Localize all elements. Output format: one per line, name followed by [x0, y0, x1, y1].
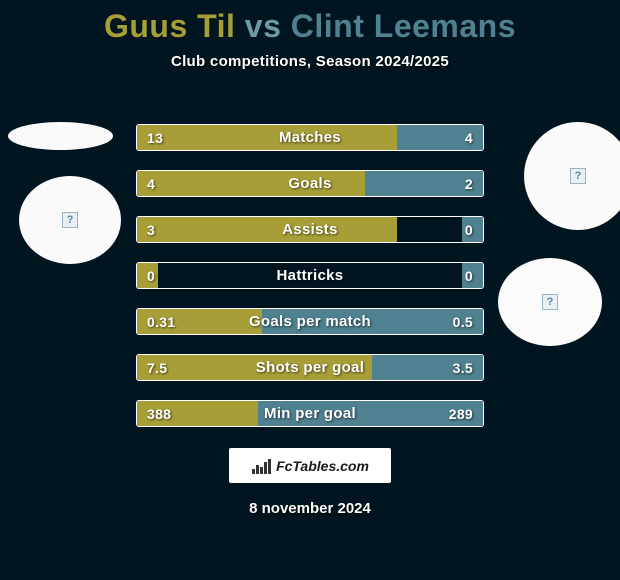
subtitle: Club competitions, Season 2024/2025 [0, 53, 620, 70]
player2-club-badge [498, 258, 602, 346]
stat-row: 7.53.5Shots per goal [136, 354, 484, 381]
player1-club-badge [19, 176, 121, 264]
stat-row: 388289Min per goal [136, 400, 484, 427]
stat-row: 00Hattricks [136, 262, 484, 289]
logo-text: FcTables.com [276, 458, 369, 474]
stat-label: Matches [137, 125, 483, 150]
stat-label: Hattricks [137, 263, 483, 288]
player2-photo-top [524, 122, 620, 230]
stat-label: Shots per goal [137, 355, 483, 380]
stats-bars: 134Matches 42Goals 30Assists 00Hattricks 0.3… [136, 124, 484, 446]
vs-label: vs [245, 8, 282, 44]
player2-name: Clint Leemans [291, 8, 516, 44]
stat-row: 42Goals [136, 170, 484, 197]
fctables-logo: FcTables.com [229, 448, 391, 483]
player1-name: Guus Til [104, 8, 235, 44]
stat-row: 134Matches [136, 124, 484, 151]
stat-row: 30Assists [136, 216, 484, 243]
player1-photo-top [8, 122, 113, 150]
stat-label: Min per goal [137, 401, 483, 426]
stat-label: Goals per match [137, 309, 483, 334]
image-placeholder-icon [542, 294, 558, 310]
snapshot-date: 8 november 2024 [0, 500, 620, 517]
comparison-title: Guus Til vs Clint Leemans [0, 0, 620, 45]
stat-label: Goals [137, 171, 483, 196]
image-placeholder-icon [62, 212, 78, 228]
logo-bars-icon [251, 457, 273, 475]
stat-row: 0.310.5Goals per match [136, 308, 484, 335]
stat-label: Assists [137, 217, 483, 242]
image-placeholder-icon [570, 168, 586, 184]
